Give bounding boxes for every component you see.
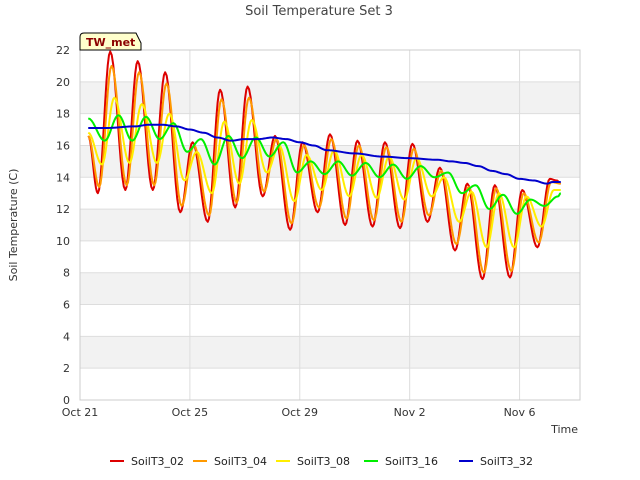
x-tick-label: Oct 25 <box>172 406 209 419</box>
legend-label: SoilT3_02 <box>131 455 184 468</box>
plot-frame <box>79 49 581 401</box>
y-tick-label: 18 <box>56 108 70 121</box>
y-tick-label: 2 <box>63 362 70 375</box>
x-axis-title: Time <box>550 423 578 436</box>
series-line-soilt3-16 <box>87 114 562 215</box>
y-tick-label: 12 <box>56 203 70 216</box>
y-tick-labels: 0 2 4 6 8 10 12 14 16 18 20 22 <box>56 44 70 407</box>
series-line-soilt3-32 <box>88 123 561 185</box>
y-tick-label: 14 <box>56 171 70 184</box>
background-band <box>80 272 580 305</box>
background-band <box>80 304 580 337</box>
y-tick-label: 20 <box>56 76 70 89</box>
background-band <box>80 50 580 82</box>
y-tick-label: 4 <box>63 330 70 343</box>
series-line-soilt3-02 <box>87 50 562 281</box>
x-tick-label: Nov 2 <box>394 406 426 419</box>
y-axis-title: Soil Temperature (C) <box>7 169 20 282</box>
y-tick-label: 16 <box>56 139 70 152</box>
y-tick-label: 22 <box>56 44 70 57</box>
series-layer <box>87 50 562 281</box>
series-line-soilt3-08 <box>87 96 562 249</box>
legend-label: SoilT3_04 <box>214 455 267 468</box>
background-band <box>80 81 580 114</box>
y-tick-label: 0 <box>63 394 70 407</box>
x-tick-label: Oct 21 <box>62 406 99 419</box>
site-badge-label: TW_met <box>86 36 135 49</box>
legend: SoilT3_02 SoilT3_04 SoilT3_08 SoilT3_16 Soil… <box>110 455 533 468</box>
background-band <box>80 336 580 369</box>
legend-label: SoilT3_16 <box>385 455 438 468</box>
y-tick-label: 8 <box>63 267 70 280</box>
legend-label: SoilT3_08 <box>297 455 350 468</box>
x-tick-labels: Oct 21 Oct 25 Oct 29 Nov 2 Nov 6 <box>62 406 536 419</box>
legend-label: SoilT3_32 <box>480 455 533 468</box>
site-badge-box <box>79 32 142 51</box>
background-band <box>80 209 580 241</box>
x-tick-label: Oct 29 <box>282 406 319 419</box>
background-band <box>80 240 580 273</box>
x-tick-label: Nov 6 <box>504 406 536 419</box>
y-tick-label: 10 <box>56 235 70 248</box>
plot-background-bands <box>80 50 580 400</box>
y-tick-label: 6 <box>63 299 70 312</box>
chart-title: Soil Temperature Set 3 <box>245 4 393 19</box>
background-band <box>80 368 580 400</box>
site-badge: TW_met <box>79 32 142 51</box>
